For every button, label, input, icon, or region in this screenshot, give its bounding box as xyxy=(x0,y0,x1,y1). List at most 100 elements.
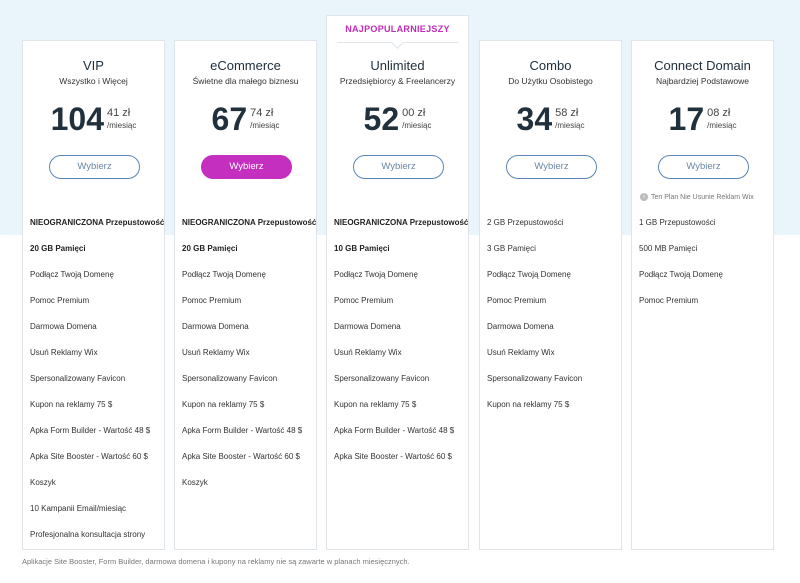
feature-item: Kupon na reklamy 75 $ xyxy=(334,400,417,409)
feature-item: 500 MB Pamięci xyxy=(639,244,698,253)
price-cents: 58 zł xyxy=(555,107,579,119)
price-detail: 74 zł/miesiąc xyxy=(250,99,279,139)
feature-item: Darmowa Domena xyxy=(182,322,249,331)
plan-subtitle: Świetne dla małego biznesu xyxy=(192,76,299,86)
feature-list: 1 GB Przepustowości 500 MB Pamięci Podłącz… xyxy=(632,216,773,320)
price-amount: 17 xyxy=(668,101,705,137)
plan-card-unlimited: NAJPOPULARNIEJSZY Unlimited Przedsiębiorc… xyxy=(326,15,469,550)
feature-item: 2 GB Przepustowości xyxy=(487,218,564,227)
plan-price: 104 41 zł/miesiąc xyxy=(23,99,164,139)
plan-subtitle: Przedsiębiorcy & Freelancerzy xyxy=(339,76,456,86)
feature-item: Darmowa Domena xyxy=(487,322,554,331)
feature-list: 2 GB Przepustowości 3 GB Pamięci Podłącz T… xyxy=(480,216,621,424)
price-detail: 00 zł/miesiąc xyxy=(402,99,431,139)
feature-item: Darmowa Domena xyxy=(334,322,401,331)
feature-item: Pomoc Premium xyxy=(182,296,242,305)
select-plan-button[interactable]: Wybierz xyxy=(506,155,597,179)
feature-item: Apka Site Booster - Wartość 60 $ xyxy=(182,452,300,461)
feature-item: Apka Site Booster - Wartość 60 $ xyxy=(334,452,452,461)
plan-subtitle: Do Użytku Osobistego xyxy=(508,76,593,86)
plan-name: Connect Domain xyxy=(654,58,751,73)
plan-name: VIP xyxy=(83,58,104,73)
feature-item: Pomoc Premium xyxy=(30,296,90,305)
feature-item: Apka Form Builder - Wartość 48 $ xyxy=(334,426,455,435)
price-amount: 67 xyxy=(211,101,248,137)
feature-list: NIEOGRANICZONA Przepustowość 20 GB Pamięc… xyxy=(23,216,164,554)
feature-item: 3 GB Pamięci xyxy=(487,244,536,253)
plan-note: i Ten Plan Nie Usunie Reklam Wix xyxy=(640,193,771,201)
price-detail: 08 zł/miesiąc xyxy=(707,99,736,139)
feature-item: NIEOGRANICZONA Przepustowość xyxy=(182,218,317,227)
feature-item: Spersonalizowany Favicon xyxy=(182,374,278,383)
feature-item: Usuń Reklamy Wix xyxy=(182,348,250,357)
feature-item: Apka Site Booster - Wartość 60 $ xyxy=(30,452,148,461)
plan-price: 17 08 zł/miesiąc xyxy=(632,99,773,139)
feature-item: Podłącz Twoją Domenę xyxy=(182,270,266,279)
feature-item: Apka Form Builder - Wartość 48 $ xyxy=(182,426,303,435)
feature-item: NIEOGRANICZONA Przepustowość xyxy=(334,218,469,227)
feature-item: Kupon na reklamy 75 $ xyxy=(182,400,265,409)
plan-name: Combo xyxy=(529,58,572,73)
feature-item: Usuń Reklamy Wix xyxy=(487,348,555,357)
price-cents: 74 zł xyxy=(250,107,274,119)
price-period: /miesiąc xyxy=(250,121,280,130)
price-amount: 34 xyxy=(516,101,553,137)
plan-price: 34 58 zł/miesiąc xyxy=(480,99,621,139)
feature-item: Kupon na reklamy 75 $ xyxy=(30,400,113,409)
feature-item: Koszyk xyxy=(30,478,56,487)
feature-item: 20 GB Pamięci xyxy=(182,244,238,253)
feature-item: Usuń Reklamy Wix xyxy=(30,348,98,357)
feature-list: NIEOGRANICZONA Przepustowość 10 GB Pamięc… xyxy=(327,216,468,476)
plan-card-ecommerce: eCommerce Świetne dla małego biznesu 67 74 … xyxy=(174,40,317,550)
feature-item: Spersonalizowany Favicon xyxy=(487,374,583,383)
select-plan-button[interactable]: Wybierz xyxy=(353,155,444,179)
feature-item: Podłącz Twoją Domenę xyxy=(30,270,114,279)
feature-item: Podłącz Twoją Domenę xyxy=(334,270,418,279)
plan-card-combo: Combo Do Użytku Osobistego 34 58 zł/miesiąc… xyxy=(479,40,622,550)
feature-item: Apka Form Builder - Wartość 48 $ xyxy=(30,426,151,435)
plan-price: 67 74 zł/miesiąc xyxy=(175,99,316,139)
price-amount: 104 xyxy=(50,101,105,137)
price-period: /miesiąc xyxy=(402,121,432,130)
feature-item: Koszyk xyxy=(182,478,208,487)
feature-item: NIEOGRANICZONA Przepustowość xyxy=(30,218,165,227)
feature-item: 10 GB Pamięci xyxy=(334,244,390,253)
plan-note-text: Ten Plan Nie Usunie Reklam Wix xyxy=(651,193,754,201)
info-icon: i xyxy=(640,193,648,201)
feature-item: Podłącz Twoją Domenę xyxy=(639,270,723,279)
feature-item: Podłącz Twoją Domenę xyxy=(487,270,571,279)
plan-subtitle: Najbardziej Podstawowe xyxy=(655,76,750,86)
price-cents: 41 zł xyxy=(107,107,131,119)
feature-item: Kupon na reklamy 75 $ xyxy=(487,400,570,409)
plan-card-connect-domain: Connect Domain Najbardziej Podstawowe 17 08… xyxy=(631,40,774,550)
select-plan-button[interactable]: Wybierz xyxy=(49,155,140,179)
feature-item: 10 Kampanii Email/miesiąc xyxy=(30,504,127,513)
price-cents: 00 zł xyxy=(402,107,426,119)
feature-item: Profesjonalna konsultacja strony xyxy=(30,530,146,539)
feature-item: Pomoc Premium xyxy=(639,296,699,305)
plan-card-vip: VIP Wszystko i Więcej 104 41 zł/miesiąc Wybi… xyxy=(22,40,165,550)
feature-item: Spersonalizowany Favicon xyxy=(30,374,126,383)
price-period: /miesiąc xyxy=(555,121,585,130)
plan-name: eCommerce xyxy=(210,58,281,73)
plan-price: 52 00 zł/miesiąc xyxy=(327,99,468,139)
plan-subtitle: Wszystko i Więcej xyxy=(59,76,128,86)
select-plan-button[interactable]: Wybierz xyxy=(201,155,292,179)
feature-item: 20 GB Pamięci xyxy=(30,244,86,253)
most-popular-badge: NAJPOPULARNIEJSZY xyxy=(345,24,450,34)
price-cents: 08 zł xyxy=(707,107,731,119)
select-plan-button[interactable]: Wybierz xyxy=(658,155,749,179)
feature-list: NIEOGRANICZONA Przepustowość 20 GB Pamięc… xyxy=(175,216,316,502)
footnote: Aplikacje Site Booster, Form Builder, da… xyxy=(22,557,410,566)
price-period: /miesiąc xyxy=(107,121,137,130)
feature-item: Pomoc Premium xyxy=(487,296,547,305)
feature-item: Darmowa Domena xyxy=(30,322,97,331)
feature-item: Pomoc Premium xyxy=(334,296,394,305)
price-detail: 41 zł/miesiąc xyxy=(107,99,136,139)
price-amount: 52 xyxy=(363,101,400,137)
feature-item: 1 GB Przepustowości xyxy=(639,218,716,227)
feature-item: Spersonalizowany Favicon xyxy=(334,374,430,383)
plan-name: Unlimited xyxy=(370,58,425,73)
price-period: /miesiąc xyxy=(707,121,737,130)
feature-item: Usuń Reklamy Wix xyxy=(334,348,402,357)
